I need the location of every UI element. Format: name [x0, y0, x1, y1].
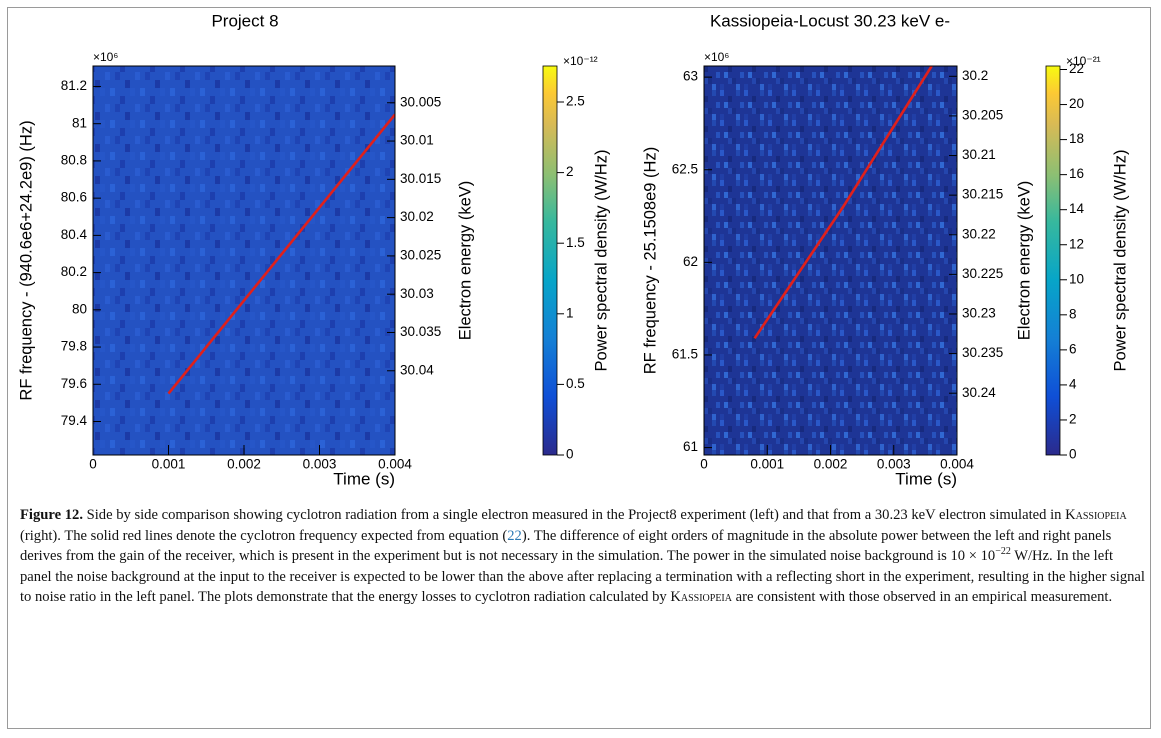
- y2-tick-label: 30.22: [962, 226, 996, 241]
- caption-label: Figure 12.: [20, 507, 83, 523]
- y2-axis-label: Electron energy (keV): [1015, 181, 1033, 341]
- y-tick-label: 79.6: [61, 376, 87, 391]
- expected-frequency-line: [753, 66, 933, 340]
- caption-text: Kassiopeia: [1065, 507, 1127, 523]
- figure-frame: [7, 7, 1151, 729]
- x-tick-label: 0: [700, 457, 708, 472]
- colorbar-tick-label: 18: [1069, 131, 1084, 146]
- y2-tick-label: 30.225: [962, 266, 1003, 281]
- colorbar-tick-label: 4: [1069, 376, 1077, 391]
- y-tick-label: 79.4: [61, 413, 88, 428]
- colorbar-tick-label: 1.5: [566, 235, 585, 250]
- x-tick-label: 0.001: [750, 457, 784, 472]
- y-tick-label: 79.8: [61, 339, 87, 354]
- y-tick-label: 62.5: [672, 161, 698, 176]
- y-tick-label: 80: [72, 301, 87, 316]
- y-tick-label: 61: [683, 439, 698, 454]
- y2-tick-label: 30.21: [962, 147, 996, 162]
- y2-axis-label: Electron energy (keV): [456, 181, 474, 341]
- y-tick-label: 80.6: [61, 190, 87, 205]
- y-axis-label: RF frequency - 25.1508e9 (Hz): [641, 147, 659, 374]
- colorbar-tick-label: 12: [1069, 236, 1084, 251]
- colorbar-tick-label: 14: [1069, 201, 1085, 216]
- caption-text: Side by side comparison showing cyclotro…: [82, 507, 1066, 523]
- colorbar-tick-label: 2: [566, 164, 574, 179]
- chart-title: Kassiopeia-Locust 30.23 keV e-: [710, 11, 950, 30]
- y2-tick-label: 30.215: [962, 187, 1003, 202]
- colorbar-tick-label: 0: [566, 447, 574, 462]
- colorbar-tick-label: 0.5: [566, 376, 585, 391]
- colorbar: [542, 65, 558, 456]
- caption-text: Kassiopeia: [670, 589, 732, 606]
- y2-tick-label: 30.025: [400, 247, 441, 262]
- colorbar-tick-label: 22: [1069, 61, 1084, 76]
- colorbar-tick-label: 1: [566, 305, 574, 320]
- heatmap-cells: [704, 66, 957, 455]
- y2-tick-label: 30.035: [400, 324, 441, 339]
- caption-text: W/Hz. In the left panel the noise backgr…: [20, 548, 1145, 606]
- y2-tick-label: 30.04: [400, 362, 434, 377]
- colorbar-tick-label: 6: [1069, 341, 1077, 356]
- colorbar-tick-label: 10: [1069, 271, 1084, 286]
- y2-tick-label: 30.02: [400, 209, 434, 224]
- y2-tick-label: 30.005: [400, 94, 441, 109]
- colorbar-tick-label: 20: [1069, 96, 1084, 111]
- y2-tick-label: 30.2: [962, 68, 988, 83]
- y-tick-label: 80.2: [61, 264, 87, 279]
- colorbar-tick-label: 16: [1069, 166, 1084, 181]
- y-tick-label: 81.2: [61, 78, 87, 93]
- caption-text: ). The difference of eight orders of mag…: [20, 527, 1112, 565]
- y2-tick-label: 30.015: [400, 171, 441, 186]
- figure-charts: Project 8 Time (s) RF frequency - (940.6e6…: [17, 11, 1129, 488]
- colorbar: [1045, 65, 1061, 456]
- x-tick-label: 0.002: [814, 457, 848, 472]
- y2-tick-label: 30.01: [400, 133, 434, 148]
- y-axis-multiplier: ×10⁶: [93, 50, 118, 64]
- colorbar-tick-label: 2.5: [566, 94, 585, 109]
- x-tick-label: 0.004: [378, 457, 412, 472]
- y-tick-label: 62: [683, 254, 698, 269]
- y2-tick-label: 30.205: [962, 107, 1003, 122]
- equation-link[interactable]: 22: [507, 527, 522, 544]
- y-tick-label: 63: [683, 69, 698, 84]
- colorbar-label: Power spectral density (W/Hz): [592, 150, 610, 372]
- x-tick-label: 0.002: [227, 457, 261, 472]
- colorbar-tick-label: 0: [1069, 447, 1077, 462]
- x-axis-label: Time (s): [895, 469, 957, 488]
- colorbar-tick-label: 2: [1069, 412, 1077, 427]
- colorbar-label: Power spectral density (W/Hz): [1111, 150, 1129, 372]
- x-tick-label: 0.003: [303, 457, 337, 472]
- colorbar-multiplier: ×10⁻¹²: [563, 54, 598, 68]
- y2-tick-label: 30.03: [400, 286, 434, 301]
- x-tick-label: 0: [89, 457, 97, 472]
- caption-text: are consistent with those observed in an…: [732, 589, 1113, 606]
- y-axis-multiplier: ×10⁶: [704, 50, 729, 64]
- caption-exponent: −22: [995, 546, 1011, 558]
- colorbar-tick-label: 8: [1069, 306, 1077, 321]
- x-axis-label: Time (s): [333, 469, 395, 488]
- x-tick-label: 0.001: [152, 457, 186, 472]
- y-axis-label: RF frequency - (940.6e6+24.2e9) (Hz): [17, 120, 35, 400]
- y-tick-label: 80.4: [61, 227, 88, 242]
- y2-tick-label: 30.23: [962, 306, 996, 321]
- y-tick-label: 80.8: [61, 152, 87, 167]
- colorbar-multiplier: ×10⁻²¹: [1066, 54, 1101, 68]
- heatmap-cells: [93, 66, 395, 455]
- x-tick-label: 0.003: [877, 457, 911, 472]
- x-tick-label: 0.004: [940, 457, 974, 472]
- chart-title: Project 8: [211, 11, 278, 30]
- y2-tick-label: 30.235: [962, 345, 1003, 360]
- y-tick-label: 81: [72, 115, 87, 130]
- caption-text: (right). The solid red lines denote the …: [20, 527, 508, 544]
- expected-frequency-line: [167, 113, 395, 395]
- y2-tick-label: 30.24: [962, 385, 996, 400]
- figure-caption: Figure 12. Side by side comparison showi…: [20, 505, 1145, 608]
- y-tick-label: 61.5: [672, 347, 698, 362]
